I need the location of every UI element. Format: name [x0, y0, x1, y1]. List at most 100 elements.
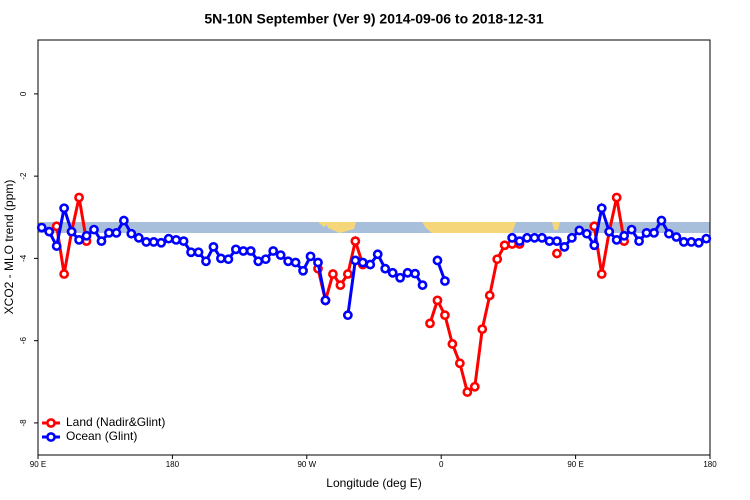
data-point — [432, 255, 443, 266]
data-point — [477, 324, 488, 335]
y-tick-label: -8 — [19, 419, 28, 427]
y-tick-label: -6 — [19, 337, 28, 345]
data-point — [626, 224, 637, 235]
data-point — [36, 222, 47, 233]
data-point — [245, 246, 256, 256]
data-point — [268, 246, 279, 256]
data-point — [74, 234, 84, 245]
legend-label: Land (Nadir&Glint) — [66, 415, 165, 429]
y-tick-label: 0 — [19, 91, 28, 96]
data-point — [410, 268, 420, 279]
land-patch — [422, 222, 516, 233]
data-point — [201, 256, 211, 267]
data-point — [574, 225, 585, 236]
data-point — [104, 227, 114, 238]
x-tick-label: 90 E — [30, 460, 46, 469]
data-point — [417, 280, 428, 291]
data-point — [320, 295, 331, 306]
x-tick-label: 180 — [166, 460, 180, 469]
data-point — [186, 247, 196, 258]
data-point — [208, 241, 219, 252]
data-point — [74, 192, 84, 203]
data-point — [283, 256, 294, 267]
plot-frame — [37, 39, 711, 456]
data-point — [611, 192, 622, 203]
data-point — [611, 234, 622, 245]
legend-marker — [46, 418, 56, 428]
data-point — [581, 228, 592, 239]
y-tick-label: -4 — [19, 254, 28, 262]
data-point — [544, 236, 555, 247]
data-point — [522, 232, 532, 243]
data-point — [238, 246, 249, 256]
data-point — [253, 256, 264, 267]
data-point — [402, 267, 413, 278]
data-point — [342, 310, 353, 321]
data-point — [59, 269, 70, 279]
data-point — [118, 215, 129, 226]
data-point — [328, 269, 338, 279]
data-point — [507, 232, 518, 243]
data-point — [81, 230, 92, 241]
data-point — [44, 226, 55, 237]
data-point — [178, 236, 189, 247]
data-point — [462, 387, 473, 397]
data-point — [216, 253, 226, 264]
data-point — [454, 358, 465, 369]
data-point — [499, 240, 510, 251]
data-point — [589, 240, 600, 251]
data-point — [425, 318, 435, 329]
land-patch — [326, 222, 356, 233]
data-point — [66, 226, 77, 237]
data-point — [141, 237, 152, 247]
x-axis-label: Longitude (deg E) — [326, 476, 421, 490]
data-point — [96, 236, 107, 247]
data-point — [365, 259, 376, 270]
data-point — [641, 227, 652, 238]
x-tick-label: 0 — [439, 460, 444, 469]
data-point — [193, 247, 204, 258]
data-point — [656, 215, 667, 226]
data-point — [447, 339, 458, 349]
data-point — [671, 232, 682, 242]
data-point — [395, 272, 406, 283]
data-point — [566, 232, 577, 243]
data-point — [350, 236, 361, 247]
data-point — [133, 232, 144, 243]
legend-label: Ocean (Glint) — [66, 429, 137, 443]
chart-title: 5N-10N September (Ver 9) 2014-09-06 to 2… — [204, 11, 544, 27]
data-point — [342, 269, 353, 279]
data-point — [350, 255, 361, 266]
data-point — [223, 254, 234, 265]
data-point — [51, 241, 62, 251]
map-strip — [38, 222, 710, 233]
land-patch — [552, 222, 560, 230]
x-tick-label: 90 W — [297, 460, 316, 469]
data-point — [514, 236, 525, 247]
data-point — [89, 224, 99, 235]
data-point — [298, 265, 308, 276]
data-point — [148, 237, 159, 247]
data-point — [59, 203, 70, 214]
data-point — [156, 237, 167, 248]
data-point — [163, 233, 174, 244]
data-point — [230, 244, 241, 255]
data-point — [126, 228, 137, 239]
data-point — [440, 276, 450, 286]
data-point — [111, 227, 122, 238]
data-point — [604, 226, 615, 237]
data-point — [596, 269, 607, 279]
data-point — [664, 228, 674, 239]
data-point — [440, 310, 450, 321]
data-point — [701, 233, 712, 244]
x-tick-label: 180 — [703, 460, 717, 469]
data-point — [380, 263, 391, 274]
data-point — [596, 203, 607, 214]
data-point — [678, 237, 689, 247]
ocean-strip — [38, 222, 710, 233]
data-point — [634, 236, 644, 247]
data-point — [357, 257, 368, 268]
data-point — [335, 280, 346, 291]
